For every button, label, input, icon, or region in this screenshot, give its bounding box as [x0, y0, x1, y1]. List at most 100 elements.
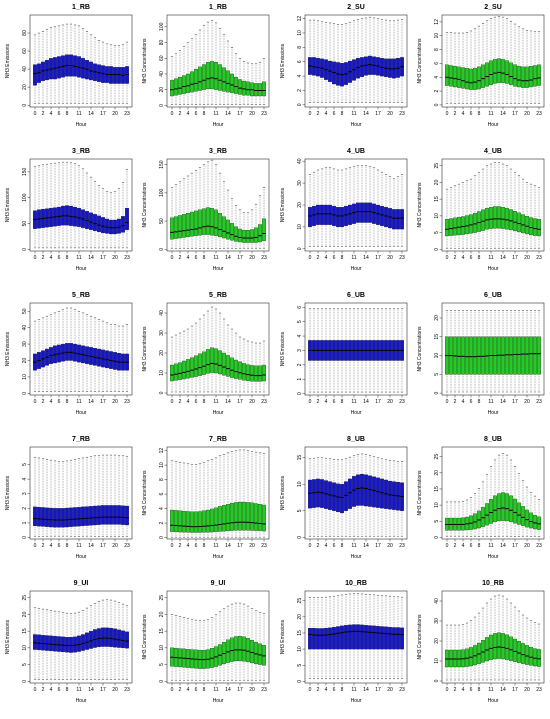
- box-iqr: [457, 217, 461, 236]
- box-hour-13: [222, 454, 226, 538]
- box-hour-18: [242, 449, 246, 538]
- y-tick-label: 2: [297, 363, 303, 366]
- y-tick-label: 10: [434, 353, 440, 359]
- plot-frame: [441, 590, 545, 684]
- box-iqr: [344, 205, 348, 226]
- box-iqr: [364, 56, 368, 76]
- box-hour-22: [121, 44, 125, 104]
- x-tick-label: 4: [462, 111, 465, 117]
- x-axis-label: Hour: [213, 698, 224, 704]
- x-tick-label: 4: [50, 687, 53, 693]
- box-hour-1: [37, 165, 41, 249]
- box-hour-5: [328, 167, 332, 247]
- box-iqr: [509, 636, 513, 661]
- box-iqr: [376, 477, 380, 508]
- x-tick-label: 2: [42, 399, 45, 405]
- box-hour-3: [457, 310, 461, 393]
- box-iqr: [178, 215, 182, 239]
- x-tick-label: 2: [179, 255, 182, 261]
- x-tick-label: 0: [34, 687, 37, 693]
- box-iqr: [65, 637, 69, 653]
- x-tick-label: 4: [325, 399, 328, 405]
- box-hour-18: [105, 599, 109, 680]
- box-hour-12: [493, 162, 497, 249]
- box-iqr: [509, 209, 513, 231]
- box-iqr: [121, 630, 125, 648]
- box-hour-20: [250, 209, 254, 249]
- box-hour-12: [356, 593, 360, 679]
- box-iqr: [258, 83, 262, 97]
- x-tick-label: 6: [333, 687, 336, 693]
- x-tick-label: 14: [88, 543, 94, 549]
- box-iqr: [449, 218, 453, 236]
- box-iqr: [258, 224, 262, 243]
- box-iqr: [190, 211, 194, 237]
- box-hour-22: [533, 622, 537, 681]
- box-hour-4: [49, 27, 53, 104]
- x-tick-label: 23: [536, 255, 542, 261]
- x-tick-label: 2: [42, 543, 45, 549]
- box-hour-11: [352, 20, 356, 103]
- x-axis-label: Hour: [351, 266, 362, 272]
- box-hour-22: [121, 603, 125, 680]
- box-hour-3: [457, 501, 461, 537]
- box-hour-20: [388, 20, 392, 103]
- chart-panel: 2_SU NH3 Concentrations Hour 0 2 4 6 8 10 12 0 2 4 6 8…: [412, 0, 549, 143]
- box-hour-0: [170, 336, 174, 393]
- box-iqr: [234, 636, 238, 662]
- box-hour-0: [308, 308, 312, 393]
- x-tick-label: 14: [225, 543, 231, 549]
- box-iqr: [320, 628, 324, 650]
- box-hour-10: [485, 474, 489, 537]
- box-hour-6: [57, 611, 61, 680]
- x-tick-label: 6: [470, 255, 473, 261]
- box-hour-13: [360, 165, 364, 247]
- box-hour-19: [521, 28, 525, 104]
- box-hour-11: [489, 163, 493, 249]
- y-axis-label: NH3 Concentrations: [142, 182, 148, 228]
- box-hour-10: [73, 459, 77, 537]
- box-hour-21: [254, 63, 258, 105]
- box-hour-7: [198, 167, 202, 249]
- box-hour-22: [258, 62, 262, 105]
- box-iqr: [485, 503, 489, 526]
- box-hour-8: [340, 308, 344, 393]
- box-hour-16: [372, 167, 376, 247]
- chart-title: 4_UB: [347, 148, 365, 155]
- box-iqr: [352, 624, 356, 650]
- box-iqr: [258, 365, 262, 382]
- box-iqr: [465, 68, 469, 90]
- box-iqr: [170, 364, 174, 382]
- box-hour-8: [65, 460, 69, 537]
- y-tick-label: 0: [159, 536, 165, 539]
- box-iqr: [125, 207, 129, 230]
- box-hour-17: [513, 466, 517, 537]
- x-tick-label: 2: [42, 111, 45, 117]
- box-hour-3: [320, 168, 324, 247]
- box-hour-16: [509, 310, 513, 393]
- chart-panel: 6_UB NH3 Emissions Hour 0 1 2 3 4 5 6 0 2 4 6 8 11 14 17 2…: [275, 288, 412, 431]
- x-tick-label: 14: [363, 111, 369, 117]
- x-tick-label: 14: [363, 687, 369, 693]
- x-tick-label: 4: [187, 255, 190, 261]
- box-iqr: [380, 478, 384, 509]
- x-tick-label: 17: [375, 399, 381, 405]
- box-hour-16: [509, 459, 513, 537]
- x-tick-label: 14: [88, 687, 94, 693]
- y-tick-label: 5: [159, 663, 165, 666]
- chart-panel: 1_RB NH3 Emissions Hour 0 20 40 60 80 0 2 4 6 8 11 14 1…: [0, 0, 137, 143]
- x-axis-label: Hour: [488, 698, 499, 704]
- box-hour-15: [505, 18, 509, 104]
- y-tick-label: 6: [434, 62, 440, 65]
- x-tick-label: 20: [112, 543, 118, 549]
- box-hour-2: [178, 181, 182, 249]
- box-hour-16: [234, 205, 238, 249]
- x-tick-label: 14: [225, 111, 231, 117]
- x-tick-label: 6: [195, 687, 198, 693]
- box-hour-6: [194, 464, 198, 538]
- box-hour-0: [308, 597, 312, 679]
- box-hour-15: [230, 328, 234, 393]
- box-hour-5: [53, 610, 57, 680]
- box-hour-3: [182, 617, 186, 681]
- box-hour-2: [453, 310, 457, 393]
